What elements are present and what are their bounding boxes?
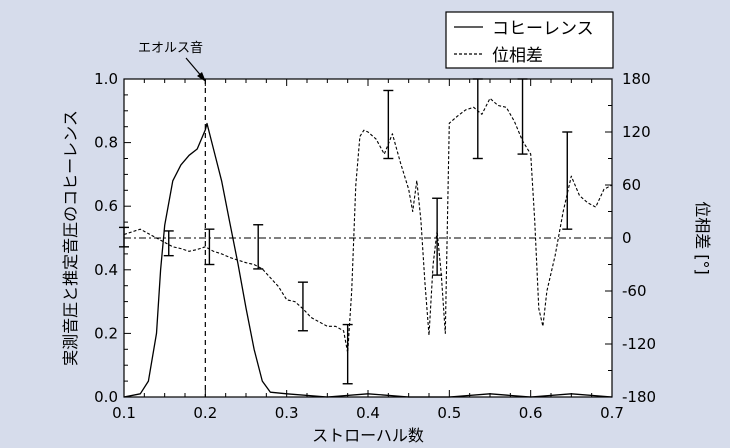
x-tick-label: 0.6	[519, 404, 543, 422]
error-bar	[342, 323, 353, 385]
x-tick-label: 0.4	[356, 404, 380, 422]
y2-tick-label: 120	[622, 123, 651, 141]
x-tick-label: 0.3	[275, 404, 299, 422]
error-bar	[562, 131, 573, 230]
tick-labels: 0.1 0.2 0.3 0.4 0.5 0.6 0.7 0.0 0.2 0.4 0.6 0.8 1.0 -…	[94, 70, 656, 422]
y2-tick-label: 180	[622, 70, 651, 88]
error-bar	[472, 78, 483, 160]
y-tick-label: 0.4	[94, 261, 118, 279]
error-bar	[297, 281, 308, 332]
y-axis-label: 実測音圧と推定音圧のコヒーレンス	[61, 110, 80, 366]
y-tick-label: 1.0	[94, 70, 118, 88]
error-bar	[119, 226, 129, 248]
series-layer	[123, 97, 613, 398]
error-bar	[432, 197, 443, 276]
y-tick-label: 0.6	[94, 197, 118, 215]
annotation-arrow-head	[197, 72, 206, 82]
y2-tick-label: -180	[622, 388, 656, 406]
legend-box	[445, 11, 614, 69]
legend: コヒーレンス 位相差	[445, 11, 614, 69]
x-tick-label: 0.5	[437, 404, 461, 422]
y-tick-label: 0.0	[94, 388, 118, 406]
legend-entry-coherence: コヒーレンス	[492, 19, 594, 39]
legend-entry-phase: 位相差	[492, 46, 543, 66]
error-bar	[517, 78, 528, 155]
y-tick-label: 0.2	[94, 324, 118, 342]
x-tick-label: 0.1	[112, 404, 136, 422]
y2-tick-label: 60	[622, 176, 641, 194]
x-axis-label: ストローハル数	[312, 426, 424, 445]
error-bar	[163, 230, 174, 257]
coherence-line	[123, 122, 613, 398]
x-tick-label: 0.7	[600, 404, 624, 422]
y2-tick-label: -120	[622, 335, 656, 353]
y-tick-label: 0.8	[94, 134, 118, 152]
x-tick-label: 0.2	[193, 404, 217, 422]
y2-tick-label: 0	[622, 229, 632, 247]
error-bar	[383, 89, 394, 160]
y2-tick-label: -60	[622, 282, 647, 300]
annotation: エオルス音	[138, 40, 206, 82]
error-bar	[204, 228, 215, 266]
error-bar	[253, 224, 264, 270]
y2-axis-label: 位相差 [°]	[693, 201, 712, 275]
phase-difference-line	[123, 97, 613, 354]
error-bars	[119, 78, 573, 385]
reference-lines	[124, 79, 612, 397]
annotation-label: エオルス音	[138, 40, 203, 56]
axis-ticks	[123, 78, 613, 398]
